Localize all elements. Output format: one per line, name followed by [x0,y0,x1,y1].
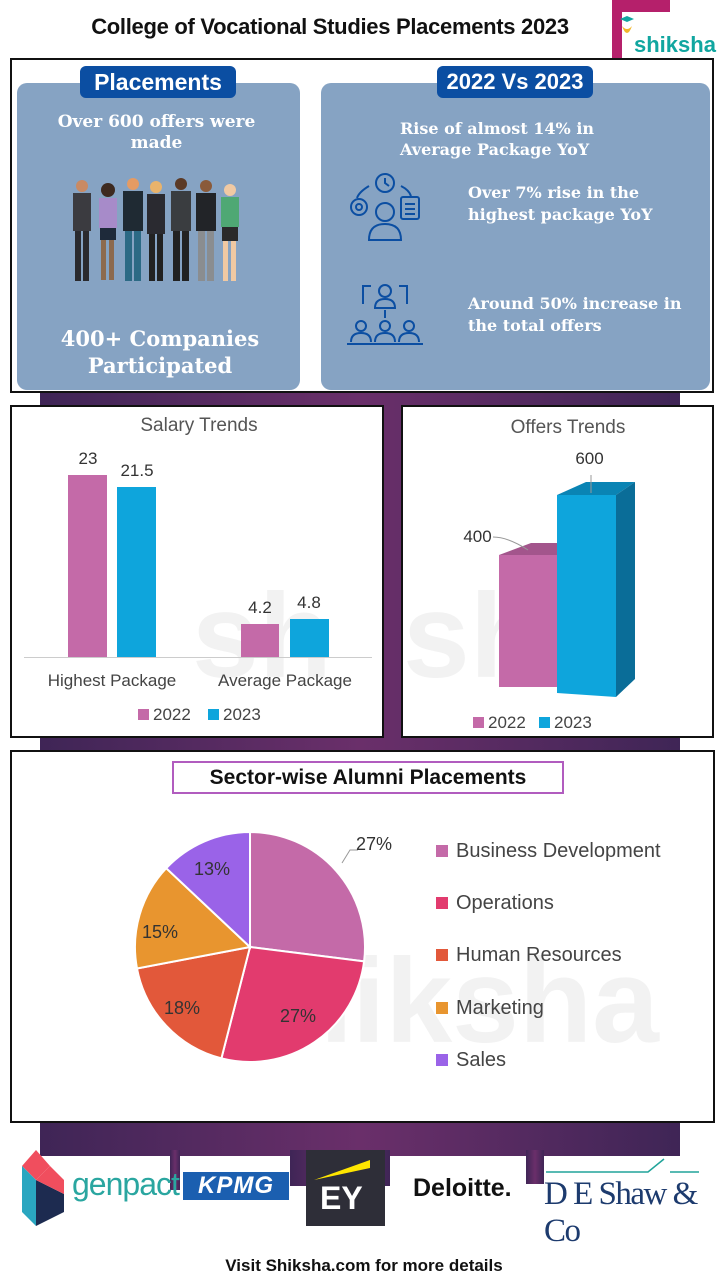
legend-swatch [436,845,448,857]
pie-chart-title: Sector-wise Alumni Placements [172,761,564,794]
team-workflow-icon [350,173,420,241]
label-average-2022: 4.2 [248,598,272,617]
legend-swatch-2022 [138,709,149,720]
deshaw-line-icon [546,1158,699,1173]
legend-marketing: Marketing [436,997,544,1020]
offers-3d-bars [492,475,635,697]
bar-highest-2023 [117,487,156,657]
average-package-rise-text: Rise of almost 14% in Average Package Yo… [400,119,595,159]
sector-pie [134,830,366,1063]
bar-average-2023 [290,619,329,657]
category-highest-package: Highest Package [47,671,177,690]
highest-package-rise-text: Over 7% rise in the highest package YoY [468,183,653,224]
legend-swatch [436,1054,448,1066]
decorative-band [526,1150,544,1184]
company-kpmg: KPMG [183,1172,289,1200]
footer-cta: Visit Shiksha.com for more details [225,1256,503,1275]
comparison-card [321,83,710,390]
offers-made-text: Over 600 offers were made [57,112,256,153]
decorative-band [40,1118,680,1156]
legend-2023: 2023 [539,713,592,733]
decorative-band [170,1150,180,1190]
graduate-icon [620,16,634,33]
total-offers-increase-text: Around 50% increase in the total offers [468,294,682,335]
placements-badge: Placements [80,66,236,98]
companies-participated-text: 400+ Companies Participated [60,326,260,378]
sector-placements-chart: shiksha Sector-wise Alumni Placements 27… [10,750,715,1123]
bar-highest-2022 [68,475,107,657]
legend-sales: Sales [436,1049,506,1072]
pie-label-sales: 13% [194,859,231,879]
pie-label-business-development: 27% [356,834,393,854]
legend-2023: 2023 [208,705,261,725]
label-average-2023: 4.8 [297,593,321,612]
comparison-badge: 2022 Vs 2023 [437,66,593,98]
offers-chart-title: Offers Trends [510,417,626,438]
pie-label-operations: 27% [280,1006,317,1026]
offers-trends-chart: sh Offers Trends 400 600 2022 2023 [401,405,714,738]
legend-swatch-2023 [539,717,550,728]
salary-trends-chart: sh Salary Trends 23 21.5 4.2 4.8 Highest… [10,405,384,738]
team-hierarchy-icon [347,284,423,345]
legend-swatch [436,949,448,961]
bar-average-2022 [241,624,279,657]
company-ey: EY [320,1180,363,1216]
genpact-logo-icon [22,1150,64,1226]
legend-business-development: Business Development [436,840,661,863]
company-deshaw: D E Shaw & Co [544,1176,698,1249]
category-average-package: Average Package [218,671,352,690]
legend-swatch [436,1002,448,1014]
legend-swatch-2023 [208,709,219,720]
shiksha-logo-text: shiksha [634,32,716,57]
company-genpact: genpact [72,1166,180,1202]
legend-2022: 2022 [138,705,191,725]
ey-beam-icon [314,1160,370,1180]
label-highest-2022: 23 [78,449,98,468]
shiksha-logo: shiksha [606,0,720,58]
salary-chart-title: Salary Trends [140,415,258,436]
pie-label-marketing: 15% [142,922,179,942]
x-axis-line [24,657,372,658]
legend-human-resources: Human Resources [436,944,622,967]
legend-operations: Operations [436,892,554,915]
page-title: College of Vocational Studies Placements… [91,14,569,39]
label-highest-2023: 21.5 [120,461,154,480]
company-ey-logo: EY [306,1150,385,1226]
label-offers-2023: 600 [575,449,604,468]
people-group-icon [73,178,239,281]
legend-swatch-2022 [473,717,484,728]
pie-label-human-resources: 18% [164,998,201,1018]
legend-swatch [436,897,448,909]
label-offers-2022: 400 [463,527,492,546]
company-deloitte: Deloitte. [413,1174,512,1202]
legend-2022: 2022 [473,713,526,733]
